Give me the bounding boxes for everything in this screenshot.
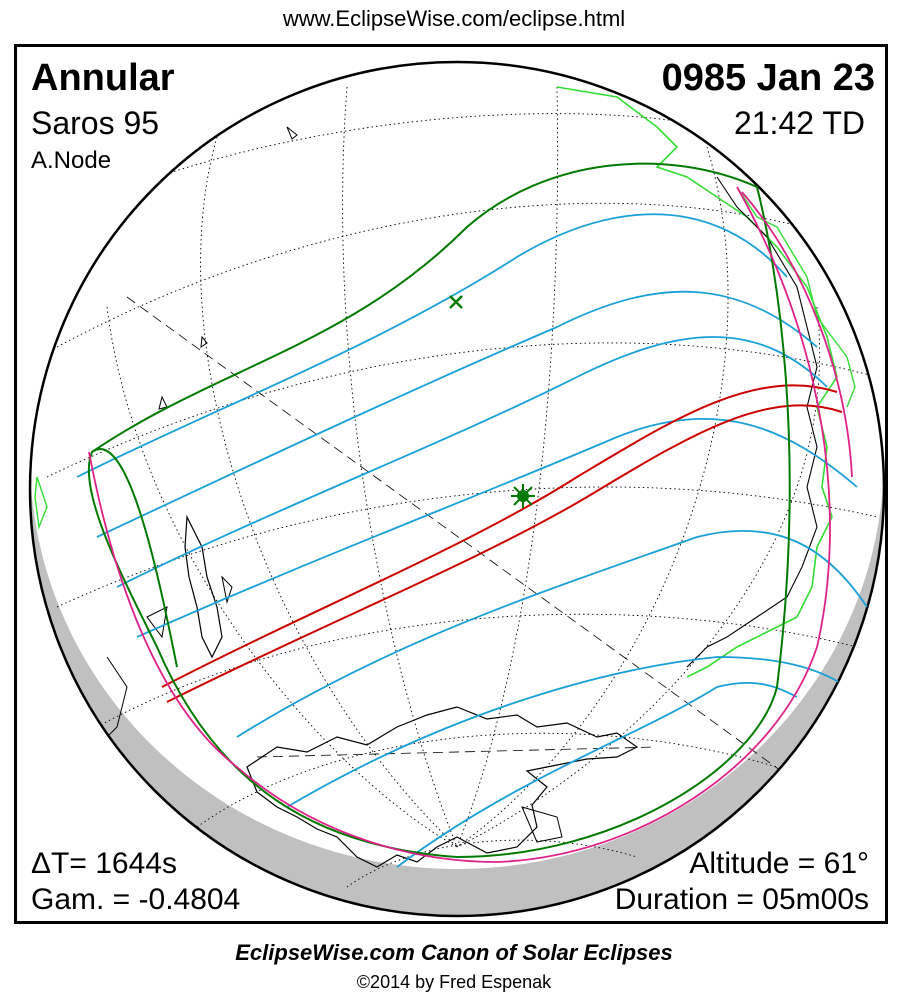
copyright: ©2014 by Fred Espenak	[356, 972, 552, 992]
eclipse-map-panel: Annular 0985 Jan 23 Saros 95 21:42 TD A.…	[14, 44, 888, 924]
altitude-value: Altitude = 61°	[689, 847, 869, 880]
greatest-eclipse-marker	[511, 484, 535, 508]
duration-value: Duration = 05m00s	[614, 883, 869, 916]
source-url[interactable]: www.EclipseWise.com/eclipse.html	[282, 6, 626, 31]
coast-antarctica	[246, 706, 639, 868]
delta-t: ΔT= 1644s	[31, 847, 177, 880]
subsolar-marker	[449, 295, 463, 309]
node-label: A.Node	[31, 147, 112, 174]
gamma-value: Gam. = -0.4804	[31, 883, 241, 916]
coast-south-america	[184, 514, 223, 659]
eclipse-time: 21:42 TD	[733, 105, 865, 141]
partial-curves	[76, 213, 868, 868]
eclipse-type: Annular	[31, 57, 175, 99]
globe-outline	[28, 60, 885, 918]
graticule	[46, 86, 878, 888]
saros-number: Saros 95	[31, 105, 160, 141]
penumbral-limits	[87, 162, 791, 859]
eclipse-date: 0985 Jan 23	[661, 57, 875, 99]
canon-title: EclipseWise.com Canon of Solar Eclipses	[235, 940, 673, 965]
rise-set-curves	[88, 186, 853, 863]
globe-map	[28, 47, 885, 918]
central-path	[161, 384, 843, 703]
